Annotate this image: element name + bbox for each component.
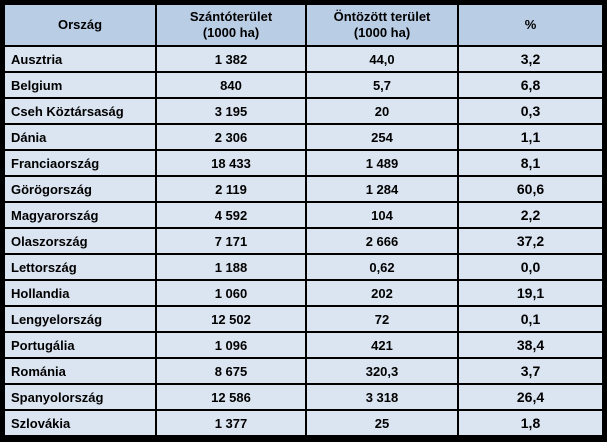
irrigated-area-cell: 1 489 bbox=[305, 149, 459, 177]
table-row: Lengyelország 12 502 72 0,1 bbox=[3, 305, 604, 333]
percent-cell: 1,8 bbox=[457, 409, 604, 437]
header-country: Ország bbox=[3, 3, 157, 47]
arable-area-cell: 18 433 bbox=[155, 149, 307, 177]
percent-cell: 6,8 bbox=[457, 71, 604, 99]
arable-area-cell: 7 171 bbox=[155, 227, 307, 255]
country-cell: Lettország bbox=[3, 253, 157, 281]
country-cell: Franciaország bbox=[3, 149, 157, 177]
table-frame: Ország Szántóterület (1000 ha) Öntözött … bbox=[3, 3, 604, 437]
table-row: Cseh Köztársaság 3 195 20 0,3 bbox=[3, 97, 604, 125]
irrigated-area-cell: 25 bbox=[305, 409, 459, 437]
irrigated-area-cell: 20 bbox=[305, 97, 459, 125]
irrigated-area-cell: 2 666 bbox=[305, 227, 459, 255]
table-row: Hollandia 1 060 202 19,1 bbox=[3, 279, 604, 307]
header-arable: Szántóterület (1000 ha) bbox=[155, 3, 307, 47]
table-row: Szlovákia 1 377 25 1,8 bbox=[3, 409, 604, 437]
country-cell: Dánia bbox=[3, 123, 157, 151]
percent-cell: 38,4 bbox=[457, 331, 604, 359]
irrigated-area-cell: 202 bbox=[305, 279, 459, 307]
irrigated-area-cell: 421 bbox=[305, 331, 459, 359]
irrigated-area-cell: 104 bbox=[305, 201, 459, 229]
country-cell: Szlovákia bbox=[3, 409, 157, 437]
percent-cell: 3,2 bbox=[457, 45, 604, 73]
table-row: Lettország 1 188 0,62 0,0 bbox=[3, 253, 604, 281]
header-row: Ország Szántóterület (1000 ha) Öntözött … bbox=[3, 3, 604, 47]
irrigated-area-cell: 5,7 bbox=[305, 71, 459, 99]
irrigated-area-cell: 1 284 bbox=[305, 175, 459, 203]
irrigation-table: Ország Szántóterület (1000 ha) Öntözött … bbox=[3, 3, 604, 437]
table-row: Magyarország 4 592 104 2,2 bbox=[3, 201, 604, 229]
percent-cell: 37,2 bbox=[457, 227, 604, 255]
percent-cell: 1,1 bbox=[457, 123, 604, 151]
irrigated-area-cell: 0,62 bbox=[305, 253, 459, 281]
country-cell: Olaszország bbox=[3, 227, 157, 255]
percent-cell: 0,3 bbox=[457, 97, 604, 125]
header-percent-line1: % bbox=[524, 17, 537, 32]
table-row: Portugália 1 096 421 38,4 bbox=[3, 331, 604, 359]
table-row: Belgium 840 5,7 6,8 bbox=[3, 71, 604, 99]
arable-area-cell: 1 188 bbox=[155, 253, 307, 281]
header-percent: % bbox=[457, 3, 604, 47]
table-row: Olaszország 7 171 2 666 37,2 bbox=[3, 227, 604, 255]
header-arable-line1: Szántóterület bbox=[189, 9, 273, 24]
table-row: Ausztria 1 382 44,0 3,2 bbox=[3, 45, 604, 73]
percent-cell: 60,6 bbox=[457, 175, 604, 203]
arable-area-cell: 1 377 bbox=[155, 409, 307, 437]
country-cell: Románia bbox=[3, 357, 157, 385]
arable-area-cell: 2 306 bbox=[155, 123, 307, 151]
country-cell: Magyarország bbox=[3, 201, 157, 229]
arable-area-cell: 2 119 bbox=[155, 175, 307, 203]
country-cell: Ausztria bbox=[3, 45, 157, 73]
header-irrigated-line2: (1000 ha) bbox=[353, 25, 411, 40]
header-irrigated: Öntözött terület (1000 ha) bbox=[305, 3, 459, 47]
arable-area-cell: 1 382 bbox=[155, 45, 307, 73]
country-cell: Cseh Köztársaság bbox=[3, 97, 157, 125]
arable-area-cell: 3 195 bbox=[155, 97, 307, 125]
table-row: Románia 8 675 320,3 3,7 bbox=[3, 357, 604, 385]
country-cell: Hollandia bbox=[3, 279, 157, 307]
percent-cell: 0,0 bbox=[457, 253, 604, 281]
header-country-line1: Ország bbox=[57, 17, 103, 32]
arable-area-cell: 12 586 bbox=[155, 383, 307, 411]
irrigated-area-cell: 44,0 bbox=[305, 45, 459, 73]
percent-cell: 3,7 bbox=[457, 357, 604, 385]
percent-cell: 26,4 bbox=[457, 383, 604, 411]
arable-area-cell: 840 bbox=[155, 71, 307, 99]
irrigated-area-cell: 320,3 bbox=[305, 357, 459, 385]
percent-cell: 19,1 bbox=[457, 279, 604, 307]
table-row: Görögország 2 119 1 284 60,6 bbox=[3, 175, 604, 203]
arable-area-cell: 1 060 bbox=[155, 279, 307, 307]
percent-cell: 8,1 bbox=[457, 149, 604, 177]
table-row: Dánia 2 306 254 1,1 bbox=[3, 123, 604, 151]
country-cell: Portugália bbox=[3, 331, 157, 359]
table-row: Spanyolország 12 586 3 318 26,4 bbox=[3, 383, 604, 411]
arable-area-cell: 4 592 bbox=[155, 201, 307, 229]
country-cell: Lengyelország bbox=[3, 305, 157, 333]
header-irrigated-line1: Öntözött terület bbox=[333, 9, 431, 24]
table-row: Franciaország 18 433 1 489 8,1 bbox=[3, 149, 604, 177]
arable-area-cell: 8 675 bbox=[155, 357, 307, 385]
country-cell: Görögország bbox=[3, 175, 157, 203]
irrigated-area-cell: 3 318 bbox=[305, 383, 459, 411]
header-arable-line2: (1000 ha) bbox=[202, 25, 260, 40]
arable-area-cell: 1 096 bbox=[155, 331, 307, 359]
table-body: Ausztria 1 382 44,0 3,2 Belgium 840 5,7 6,8 Cseh… bbox=[3, 45, 604, 437]
country-cell: Spanyolország bbox=[3, 383, 157, 411]
irrigated-area-cell: 254 bbox=[305, 123, 459, 151]
arable-area-cell: 12 502 bbox=[155, 305, 307, 333]
irrigated-area-cell: 72 bbox=[305, 305, 459, 333]
percent-cell: 2,2 bbox=[457, 201, 604, 229]
country-cell: Belgium bbox=[3, 71, 157, 99]
percent-cell: 0,1 bbox=[457, 305, 604, 333]
